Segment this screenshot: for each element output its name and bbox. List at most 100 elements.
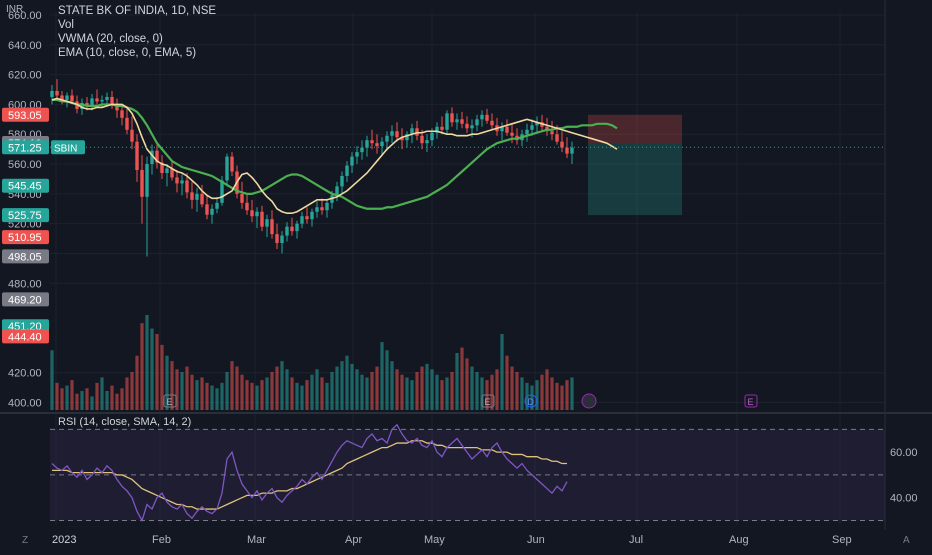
candle-body[interactable] bbox=[270, 219, 274, 235]
candle-body[interactable] bbox=[95, 98, 99, 102]
candle-body[interactable] bbox=[560, 141, 564, 148]
candle-body[interactable] bbox=[325, 202, 329, 211]
rsi-legend[interactable]: RSI (14, close, SMA, 14, 2) bbox=[58, 416, 192, 428]
candle-body[interactable] bbox=[150, 150, 154, 165]
earnings-badge[interactable] bbox=[163, 394, 177, 408]
candle-body[interactable] bbox=[375, 143, 379, 147]
candle-body[interactable] bbox=[290, 226, 294, 232]
candle-body[interactable] bbox=[345, 165, 349, 176]
candle-body[interactable] bbox=[215, 202, 219, 209]
candle-body[interactable] bbox=[130, 129, 134, 142]
candle-body[interactable] bbox=[85, 102, 89, 106]
candle-body[interactable] bbox=[465, 123, 469, 129]
candle-body[interactable] bbox=[295, 223, 299, 232]
candle-body[interactable] bbox=[360, 147, 364, 153]
vwma-line[interactable] bbox=[52, 98, 618, 210]
candle-body[interactable] bbox=[565, 147, 569, 154]
candle-body[interactable] bbox=[100, 99, 104, 102]
candle-body[interactable] bbox=[450, 113, 454, 123]
candle-body[interactable] bbox=[230, 156, 234, 172]
candle-body[interactable] bbox=[320, 207, 324, 211]
candle-body[interactable] bbox=[145, 164, 149, 197]
candle-body[interactable] bbox=[255, 211, 259, 217]
stop-loss-zone[interactable] bbox=[588, 114, 682, 144]
candle-body[interactable] bbox=[140, 170, 144, 197]
candle-body[interactable] bbox=[105, 96, 109, 100]
take-profit-zone[interactable] bbox=[588, 143, 682, 216]
candle-body[interactable] bbox=[490, 120, 494, 126]
candle-body[interactable] bbox=[155, 150, 159, 163]
candle-body[interactable] bbox=[570, 147, 574, 154]
candle-body[interactable] bbox=[115, 104, 119, 111]
candle-body[interactable] bbox=[440, 126, 444, 130]
candle-body[interactable] bbox=[425, 140, 429, 144]
candle-body[interactable] bbox=[340, 175, 344, 187]
candle-body[interactable] bbox=[365, 140, 369, 148]
candle-body[interactable] bbox=[165, 168, 169, 173]
candle-body[interactable] bbox=[280, 235, 284, 244]
candle-body[interactable] bbox=[175, 177, 179, 184]
candle-body[interactable] bbox=[260, 211, 264, 227]
legend-title[interactable]: STATE BK OF INDIA, 1D, NSE bbox=[58, 5, 217, 17]
candle-body[interactable] bbox=[310, 211, 314, 220]
candle-body[interactable] bbox=[160, 162, 164, 173]
legend-vwma[interactable]: VWMA (20, close, 0) bbox=[58, 33, 163, 45]
candle-body[interactable] bbox=[455, 119, 459, 123]
candle-body[interactable] bbox=[370, 140, 374, 144]
candle-body[interactable] bbox=[315, 207, 319, 212]
earnings-badge[interactable] bbox=[744, 394, 758, 408]
candle-body[interactable] bbox=[405, 134, 409, 141]
candle-body[interactable] bbox=[420, 135, 424, 144]
auto-scale-button[interactable]: A bbox=[903, 535, 910, 546]
candle-body[interactable] bbox=[65, 95, 69, 100]
candle-body[interactable] bbox=[210, 208, 214, 215]
candle-body[interactable] bbox=[470, 125, 474, 129]
dividend-badge[interactable] bbox=[524, 394, 538, 408]
candle-body[interactable] bbox=[110, 96, 114, 105]
candle-body[interactable] bbox=[190, 192, 194, 200]
candle-body[interactable] bbox=[70, 95, 74, 102]
candle-body[interactable] bbox=[180, 180, 184, 184]
candle-body[interactable] bbox=[305, 216, 309, 220]
candle-body[interactable] bbox=[125, 117, 129, 130]
candle-body[interactable] bbox=[445, 113, 449, 130]
candle-body[interactable] bbox=[550, 131, 554, 135]
candle-body[interactable] bbox=[300, 216, 304, 224]
split-badge[interactable] bbox=[581, 393, 597, 409]
candle-body[interactable] bbox=[335, 186, 339, 196]
candle-body[interactable] bbox=[250, 210, 254, 217]
candle-body[interactable] bbox=[530, 125, 534, 130]
candle-body[interactable] bbox=[525, 129, 529, 135]
candle-body[interactable] bbox=[240, 193, 244, 203]
candle-body[interactable] bbox=[120, 110, 124, 118]
candle-body[interactable] bbox=[500, 126, 504, 132]
candle-body[interactable] bbox=[135, 141, 139, 171]
candle-body[interactable] bbox=[355, 152, 359, 157]
candle-body[interactable] bbox=[535, 122, 539, 126]
log-scale-button[interactable]: Z bbox=[22, 535, 29, 546]
candle-body[interactable] bbox=[55, 91, 59, 96]
candle-body[interactable] bbox=[90, 98, 94, 106]
candle-body[interactable] bbox=[380, 141, 384, 147]
candle-body[interactable] bbox=[80, 102, 84, 109]
candle-body[interactable] bbox=[350, 156, 354, 166]
candle-body[interactable] bbox=[265, 219, 269, 227]
candle-body[interactable] bbox=[50, 91, 54, 97]
candle-body[interactable] bbox=[485, 114, 489, 121]
candle-body[interactable] bbox=[385, 135, 389, 142]
legend-ema[interactable]: EMA (10, close, 0, EMA, 5) bbox=[58, 47, 197, 59]
candle-body[interactable] bbox=[430, 132, 434, 141]
candle-body[interactable] bbox=[435, 126, 439, 133]
candle-body[interactable] bbox=[480, 114, 484, 120]
candle-body[interactable] bbox=[395, 131, 399, 138]
candle-body[interactable] bbox=[205, 204, 209, 215]
candle-body[interactable] bbox=[185, 180, 189, 193]
candle-body[interactable] bbox=[475, 119, 479, 126]
legend-vol[interactable]: Vol bbox=[58, 19, 74, 31]
candle-body[interactable] bbox=[510, 132, 514, 136]
candle-body[interactable] bbox=[285, 226, 289, 236]
candle-body[interactable] bbox=[400, 137, 404, 141]
candle-body[interactable] bbox=[505, 126, 509, 133]
